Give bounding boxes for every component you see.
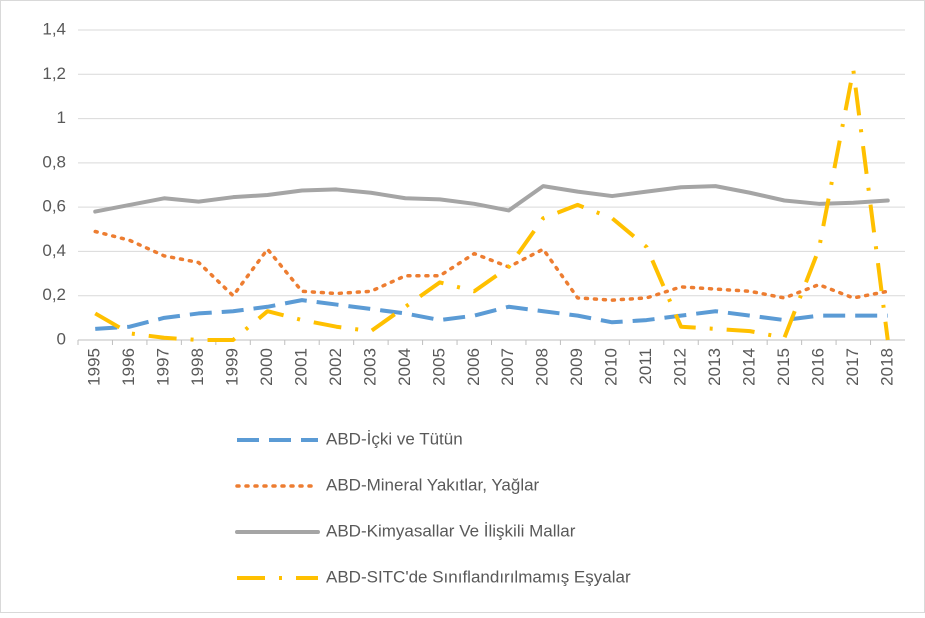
y-tick-label: 1,4 — [42, 19, 66, 38]
x-tick-label: 2010 — [602, 348, 621, 386]
legend-label: ABD-Kimyasallar Ve İlişkili Mallar — [326, 521, 576, 540]
x-tick-label: 2000 — [257, 348, 276, 386]
x-tick-label: 2009 — [567, 348, 586, 386]
legend-label: ABD-İçki ve Tütün — [326, 429, 463, 448]
x-tick-label: 2002 — [326, 348, 345, 386]
x-tick-label: 1997 — [154, 348, 173, 386]
x-tick-label: 2014 — [739, 348, 758, 386]
series-line — [93, 184, 890, 214]
x-tick-label: 2018 — [877, 348, 896, 386]
x-tick-label: 2003 — [360, 348, 379, 386]
x-tick-label: 2005 — [429, 348, 448, 386]
y-tick-label: 1,2 — [42, 64, 66, 83]
x-tick-label: 2011 — [636, 348, 655, 385]
x-tick-label: 2013 — [705, 348, 724, 386]
legend-label: ABD-Mineral Yakıtlar, Yağlar — [326, 475, 540, 494]
x-tick-label: 2015 — [774, 348, 793, 386]
y-tick-label: 0 — [57, 329, 66, 348]
x-tick-label: 1999 — [223, 348, 242, 386]
x-tick-label: 1995 — [85, 348, 104, 386]
y-tick-label: 1 — [57, 108, 66, 127]
x-tick-label: 2004 — [395, 348, 414, 386]
y-tick-label: 0,4 — [42, 241, 66, 260]
series-line — [93, 229, 890, 302]
x-tick-label: 2017 — [843, 348, 862, 386]
x-tick-label: 1998 — [188, 348, 207, 386]
x-tick-label: 2012 — [671, 348, 690, 386]
x-tick-label: 2007 — [498, 348, 517, 386]
series-line — [94, 67, 890, 342]
series-line — [95, 298, 888, 331]
y-tick-label: 0,2 — [42, 285, 66, 304]
x-tick-label: 2001 — [291, 348, 310, 386]
legend-label: ABD-SITC'de Sınıflandırılmamış Eşyalar — [326, 567, 631, 586]
x-tick-label: 1996 — [119, 348, 138, 386]
x-tick-label: 2008 — [533, 348, 552, 386]
y-tick-label: 0,6 — [42, 197, 66, 216]
y-tick-label: 0,8 — [42, 152, 66, 171]
x-tick-label: 2016 — [808, 348, 827, 386]
x-tick-label: 2006 — [464, 348, 483, 386]
